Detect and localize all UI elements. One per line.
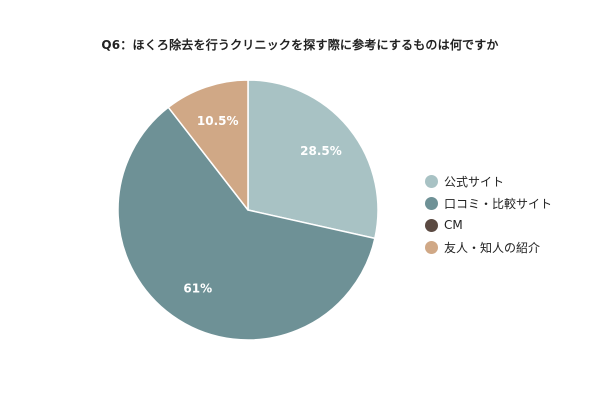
pie-slice [117, 106, 376, 341]
legend-item-official-site: 公式サイト [425, 170, 595, 192]
legend-item-referral: 友人・知人の紹介 [425, 236, 595, 258]
pie-data-label: 61% [183, 282, 212, 296]
legend-swatch [425, 240, 438, 254]
legend-label: 公式サイト [444, 174, 505, 189]
legend-item-cm: CM [425, 214, 595, 236]
legend-label: 口コミ・比較サイト [444, 196, 553, 211]
chart-title: Q6：ほくろ除去を行うクリニックを探す際に参考にするものは何ですか [101, 38, 499, 52]
pie-slice [247, 79, 379, 240]
pie-data-label: 10.5% [197, 114, 239, 128]
legend-swatch [425, 174, 438, 188]
legend-item-review-site: 口コミ・比較サイト [425, 192, 595, 214]
legend-label: 友人・知人の紹介 [444, 240, 541, 255]
legend-swatch [425, 218, 438, 232]
pie-data-label: 28.5% [300, 144, 342, 158]
legend-label: CM [444, 218, 463, 232]
pie-slice [167, 79, 249, 211]
legend: 公式サイト 口コミ・比較サイト CM 友人・知人の紹介 [425, 170, 595, 258]
legend-swatch [425, 196, 438, 210]
